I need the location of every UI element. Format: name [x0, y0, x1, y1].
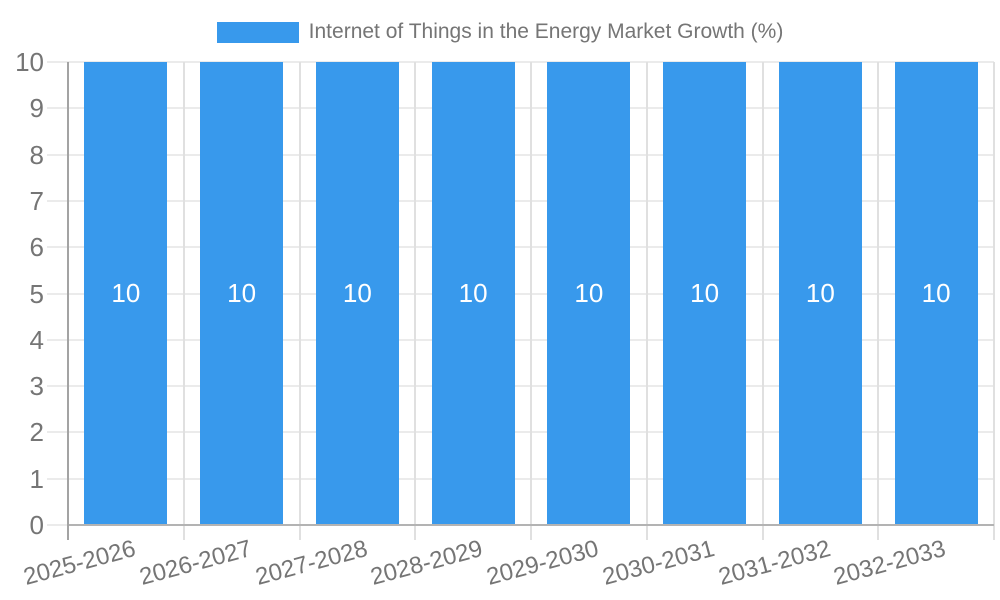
gridline-y-4: [47, 338, 994, 341]
gridline-y-7: [47, 199, 994, 202]
gridline-y-6: [47, 246, 994, 249]
bar-value-label: 10: [805, 278, 835, 308]
x-axis-line: [68, 524, 994, 526]
y-tick-label: 8: [29, 139, 44, 170]
legend-label: Internet of Things in the Energy Market …: [308, 20, 784, 43]
y-tick-label: 2: [29, 417, 44, 448]
gridline-x-boundary: [182, 62, 185, 540]
x-tick-label: 2031-2032: [715, 535, 834, 591]
bar-2025-2026[interactable]: 10: [84, 62, 168, 525]
x-tick-label: 2025-2026: [20, 535, 139, 591]
x-tick-label: 2026-2027: [136, 535, 255, 591]
gridline-y-5: [47, 292, 994, 295]
bar-value-label: 10: [921, 278, 951, 308]
bar-2027-2028[interactable]: 10: [315, 62, 399, 525]
bar-value-label: 10: [227, 278, 257, 308]
y-tick-label: 0: [29, 510, 44, 540]
gridline-y-2: [47, 431, 994, 434]
gridline-x-boundary: [414, 62, 417, 540]
gridline-y-10: [47, 61, 994, 63]
gridline-y-3: [47, 385, 994, 388]
chart-legend[interactable]: Internet of Things in the Energy Market …: [0, 20, 1000, 44]
legend-swatch: [216, 21, 299, 43]
x-tick-label: 2027-2028: [252, 535, 371, 591]
bar-2029-2030[interactable]: 10: [547, 62, 631, 525]
y-tick-label: 1: [29, 463, 44, 494]
bar-value-label: 10: [458, 278, 488, 308]
gridline-x-boundary: [877, 62, 880, 540]
x-tick-label: 2028-2029: [367, 535, 486, 591]
bar-value-label: 10: [342, 278, 372, 308]
bar-2031-2032[interactable]: 10: [778, 62, 862, 525]
y-tick-label: 10: [15, 47, 44, 77]
y-axis-line: [67, 62, 69, 540]
y-tick-label: 9: [29, 93, 44, 124]
x-tick-label: 2030-2031: [599, 535, 718, 591]
y-tick-label: 4: [29, 324, 44, 355]
bar-2030-2031[interactable]: 10: [663, 62, 747, 525]
bar-2028-2029[interactable]: 10: [431, 62, 515, 525]
bar-value-label: 10: [574, 278, 604, 308]
bar-2026-2027[interactable]: 10: [200, 62, 284, 525]
gridline-x-boundary: [298, 62, 301, 540]
y-tick-label: 7: [29, 185, 44, 216]
gridline-y-8: [47, 153, 994, 156]
gridline-x-boundary: [645, 62, 648, 540]
gridline-x-boundary: [993, 62, 995, 540]
gridline-y-1: [47, 477, 994, 480]
x-tick-label: 2029-2030: [483, 535, 602, 591]
bar-2032-2033[interactable]: 10: [894, 62, 978, 525]
gridline-x-boundary: [761, 62, 764, 540]
gridline-x-boundary: [530, 62, 532, 540]
bar-value-label: 10: [690, 278, 720, 308]
y-tick-label: 6: [29, 232, 44, 263]
bar-value-label: 10: [111, 278, 141, 308]
y-tick-label: 5: [29, 278, 44, 309]
gridline-y-9: [47, 107, 994, 110]
x-tick-label: 2032-2033: [830, 535, 949, 591]
y-tick-label: 3: [29, 371, 44, 402]
